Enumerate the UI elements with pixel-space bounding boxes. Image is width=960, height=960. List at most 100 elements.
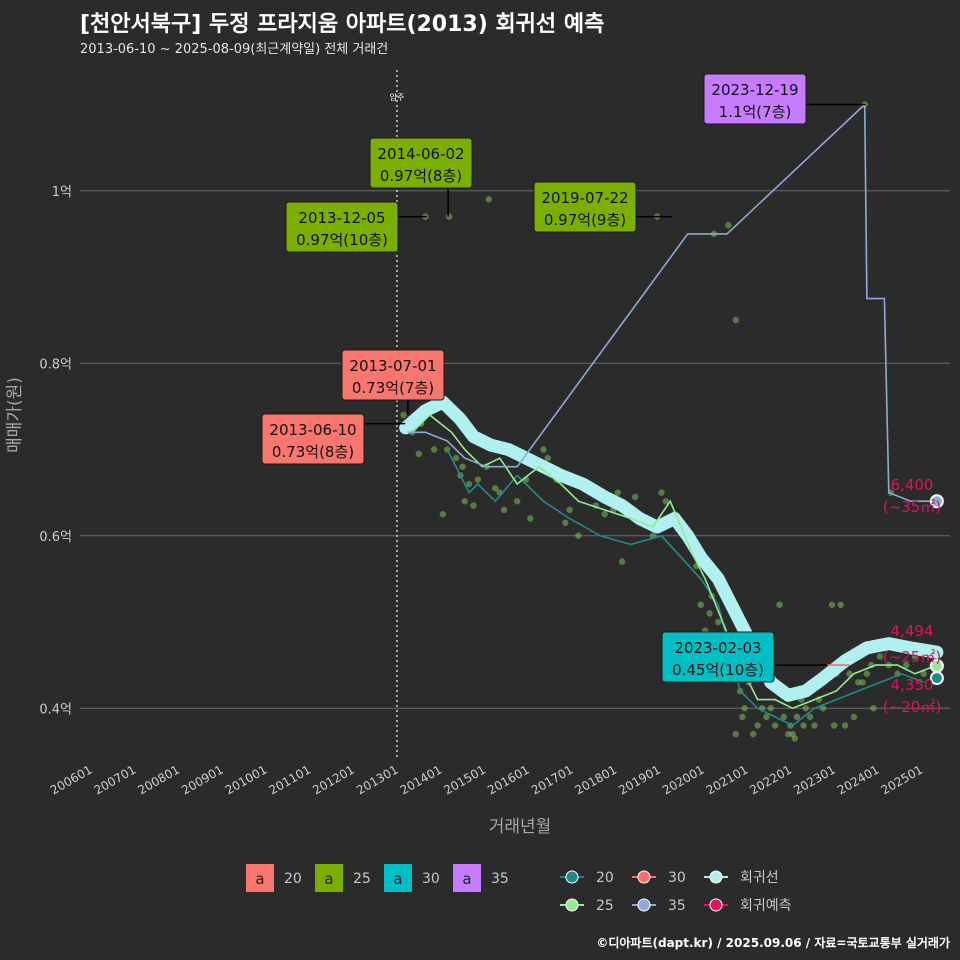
callout-date: 2014-06-02 (377, 145, 464, 163)
legend-label: 35 (491, 871, 509, 887)
x-tick-label: 201701 (529, 762, 576, 797)
legend-swatch-35 (453, 864, 481, 892)
callout-box (261, 413, 365, 465)
chart-subtitle: 2013-06-10 ~ 2025-08-09(최근계약일) 전체 거래건 (80, 42, 389, 57)
data-point (841, 722, 849, 729)
x-tick-label: 201801 (573, 762, 620, 797)
data-point (485, 196, 492, 203)
callout-date: 2013-06-10 (269, 421, 356, 439)
x-tick-label: 202501 (879, 762, 926, 797)
legend-marker-reg (709, 870, 723, 884)
legend-label: 25 (353, 871, 371, 887)
legend-marker-line35 (637, 898, 651, 912)
data-point (513, 498, 521, 505)
callout-value: 0.97억(10층) (296, 231, 388, 249)
data-point (763, 713, 770, 721)
x-tick-label: 200801 (135, 762, 182, 797)
x-tick-label: 201301 (354, 762, 401, 797)
data-point (859, 679, 866, 686)
data-point (697, 601, 705, 608)
callout-date: 2013-12-05 (298, 209, 385, 227)
data-point (806, 713, 814, 721)
chart-title: [천안서북구] 두정 프라지움 아파트(2013) 회귀선 예측 (80, 12, 605, 37)
data-point (575, 532, 582, 539)
data-point (527, 515, 534, 522)
x-tick-label: 201501 (441, 762, 488, 797)
legend-label: 30 (668, 870, 686, 886)
data-point (802, 705, 809, 712)
data-point (614, 489, 621, 496)
data-point (544, 454, 551, 462)
legend: a 20 a 25 a 30 a 35 20 30 회귀선 25 35 회귀예측 (246, 864, 792, 914)
prediction-point (929, 671, 944, 686)
callout-box (661, 631, 775, 683)
regression-line (399, 395, 944, 702)
source-caption: ©디아파트(dapt.kr) / 2025.09.06 / 자료=국토교통부 실… (596, 936, 950, 950)
data-point (562, 519, 569, 527)
prediction-area: (~35㎡) (883, 498, 941, 516)
data-point (811, 722, 818, 729)
series-line-25 (411, 413, 938, 710)
callout-box (703, 73, 807, 125)
prediction-point (929, 494, 944, 509)
legend-swatch-glyph: a (393, 870, 402, 888)
data-point (500, 506, 508, 514)
data-point (820, 705, 827, 712)
data-point (566, 506, 573, 514)
data-point (540, 446, 547, 453)
x-tick-label: 202301 (791, 762, 838, 797)
callout-value: 1.1억(7층) (719, 103, 792, 121)
data-point (793, 713, 801, 721)
data-point (870, 705, 877, 712)
x-tick-label: 202001 (660, 762, 707, 797)
data-point (876, 653, 884, 660)
data-point (430, 446, 438, 453)
move-in-label: 입주 (390, 93, 405, 102)
prediction-area: (~20㎡) (883, 698, 941, 716)
callout-date: 2023-12-19 (711, 81, 798, 99)
callout-date: 2013-07-01 (349, 357, 436, 375)
prediction-value: 4,350 (891, 676, 934, 694)
x-axis-ticks: 2006012007012008012009012010012011012012… (48, 762, 925, 797)
series-lines (407, 102, 938, 727)
data-point (830, 722, 838, 729)
legend-label: 20 (596, 870, 614, 886)
data-point (601, 510, 608, 518)
legend-marker-line25 (565, 898, 579, 912)
data-point (800, 722, 807, 729)
data-point (662, 498, 670, 505)
data-point (461, 498, 468, 505)
legend-label: 회귀예측 (740, 898, 792, 914)
callout-box (341, 349, 445, 401)
y-axis-title: 매매가(원) (5, 377, 25, 453)
legend-label: 25 (596, 898, 614, 914)
x-tick-label: 202201 (747, 762, 794, 797)
data-point (750, 730, 757, 738)
data-point (754, 722, 761, 729)
data-point (400, 411, 407, 419)
x-tick-label: 200701 (92, 762, 139, 797)
x-tick-label: 202101 (704, 762, 751, 797)
data-point (903, 661, 910, 669)
y-tick-label: 0.8억 (39, 357, 72, 372)
data-point (920, 670, 927, 677)
data-point (459, 463, 466, 470)
callout-value: 0.73억(7층) (352, 379, 434, 397)
series-line-20 (446, 449, 925, 727)
y-tick-label: 0.6억 (39, 530, 72, 545)
prediction-labels: 6,400 (~35㎡) 4,494 (~25㎡) 4,350 (~20㎡) (883, 476, 944, 716)
data-point (452, 454, 460, 462)
x-tick-label: 201001 (223, 762, 270, 797)
callout-box (533, 181, 637, 233)
x-tick-label: 201101 (267, 762, 314, 797)
data-point (850, 713, 858, 721)
x-tick-label: 201601 (485, 762, 532, 797)
callout-value: 0.73억(8층) (272, 443, 354, 461)
prediction-value: 6,400 (891, 476, 934, 494)
x-tick-label: 201901 (616, 762, 663, 797)
data-point (732, 316, 739, 324)
data-point (767, 705, 774, 712)
legend-marker-line20 (565, 870, 579, 884)
regression-path (399, 395, 944, 702)
